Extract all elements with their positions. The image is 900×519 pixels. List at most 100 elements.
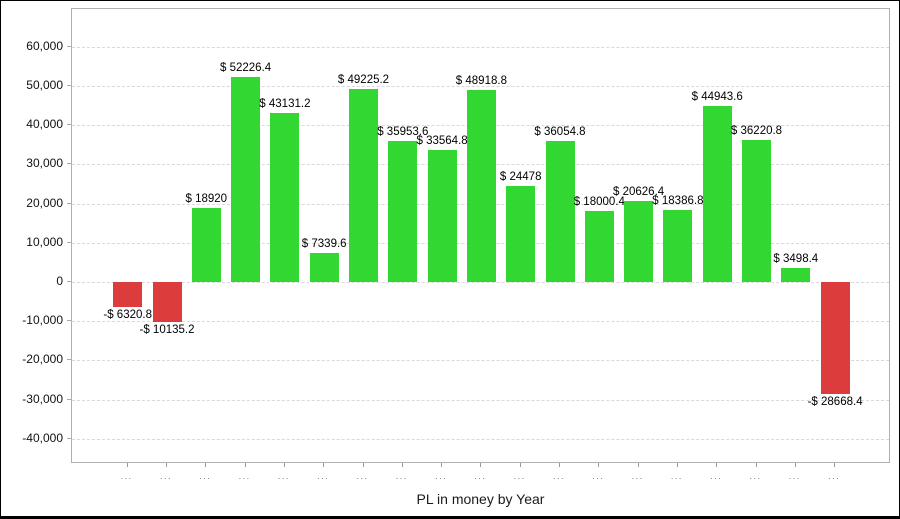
x-axis-tick [323, 463, 325, 467]
x-axis-tick [401, 463, 403, 467]
x-axis-tick [834, 463, 836, 467]
gridline [72, 321, 889, 323]
y-axis-tick [67, 320, 71, 322]
bar-value-label: $ 18386.8 [652, 194, 704, 207]
x-axis-tick [755, 463, 757, 467]
bar-value-label: $ 33564.8 [416, 135, 468, 148]
y-tick-label: 20,000 [26, 195, 63, 210]
bar-value-label: $ 35953.6 [377, 126, 429, 139]
bar-value-label: $ 44943.6 [691, 90, 743, 103]
x-tick-label: ... [199, 471, 212, 481]
bar-value-label: $ 43131.2 [259, 97, 311, 110]
bar-value-label: $ 36220.8 [730, 125, 783, 137]
plot-area: -$ 6320.8 -$ 10135.2 $ 18920 $ 52226.4 $ 431… [71, 8, 890, 463]
x-tick-label: ... [435, 471, 448, 481]
bar-negative [152, 282, 182, 322]
x-axis-tick [244, 463, 246, 467]
y-axis-tick [67, 202, 71, 204]
x-axis-tick [519, 463, 521, 467]
y-tick-label: -30,000 [22, 391, 63, 406]
y-tick-label: -10,000 [22, 313, 63, 328]
bar-positive [742, 140, 771, 282]
gridline [72, 360, 889, 362]
x-tick-label: ... [395, 471, 408, 481]
x-axis-tick [637, 463, 639, 467]
y-axis-tick [67, 398, 71, 400]
x-tick-label: ... [474, 471, 487, 481]
x-axis-tick [362, 463, 364, 467]
bar-positive [584, 211, 614, 282]
chart-title: PL in money by Year [416, 491, 545, 507]
bar-positive [191, 207, 221, 282]
bar-value-label: $ 49225.2 [337, 74, 390, 87]
y-axis-tick [67, 85, 71, 86]
x-axis-tick [794, 463, 796, 467]
y-tick-label: 40,000 [26, 117, 63, 132]
y-tick-label: 0 [56, 274, 63, 288]
y-axis-tick [67, 124, 71, 126]
x-tick-label: ... [277, 471, 290, 481]
x-axis-tick [205, 463, 207, 467]
x-axis-tick [716, 463, 718, 467]
bar-negative [113, 282, 143, 307]
x-tick-label: ... [159, 471, 173, 481]
bar-value-label: $ 7339.6 [301, 238, 347, 251]
y-tick-label: 30,000 [26, 156, 63, 171]
bar-value-label: $ 3498.4 [773, 253, 819, 266]
bar-negative [820, 282, 850, 395]
y-axis-tick [67, 281, 71, 282]
gridline [72, 282, 889, 283]
bar-positive [506, 186, 536, 282]
bar-positive [466, 90, 496, 282]
bar-value-label: -$ 28668.4 [807, 396, 863, 409]
gridline [72, 399, 889, 401]
x-axis-tick [283, 463, 285, 467]
bar-value-label: $ 36054.8 [534, 125, 586, 138]
bar-positive [349, 89, 378, 282]
y-tick-label: 50,000 [26, 78, 63, 92]
x-axis-tick [598, 463, 600, 467]
y-tick-label: 60,000 [26, 38, 63, 53]
y-tick-label: 10,000 [26, 234, 63, 249]
gridline [72, 46, 889, 48]
bar-positive [663, 209, 693, 282]
bar-positive [427, 150, 457, 282]
x-tick-label: ... [238, 471, 251, 481]
x-tick-label: ... [592, 471, 605, 481]
bar-value-label: $ 48918.8 [455, 75, 507, 88]
bar-value-label: $ 52226.4 [220, 62, 272, 75]
y-tick-label: -40,000 [22, 430, 63, 445]
bar-positive [545, 140, 575, 282]
y-axis-tick [67, 437, 71, 439]
x-tick-label: ... [828, 471, 841, 481]
y-tick-label: -20,000 [22, 352, 63, 367]
y-axis-tick [67, 241, 71, 243]
gridline [72, 438, 889, 440]
x-tick-label: ... [670, 471, 683, 481]
x-tick-label: ... [788, 471, 801, 481]
x-tick-label: ... [552, 471, 566, 481]
bar-positive [702, 105, 732, 282]
x-tick-label: ... [631, 471, 644, 481]
bar-positive [388, 141, 418, 282]
bar-value-label: $ 20626.4 [613, 186, 665, 199]
x-tick-label: ... [120, 471, 133, 481]
bar-value-label: $ 24478 [499, 171, 542, 184]
bar-value-label: -$ 10135.2 [139, 323, 195, 336]
y-axis-tick [67, 45, 71, 47]
bar-value-label: -$ 6320.8 [103, 308, 152, 321]
x-axis-tick [166, 463, 167, 467]
y-axis-tick [67, 163, 71, 165]
y-axis-tick [67, 359, 71, 361]
x-axis-tick [480, 463, 482, 467]
x-axis-tick [126, 463, 128, 467]
x-tick-label: ... [317, 471, 330, 481]
bar-value-label: $ 18000.4 [573, 196, 625, 209]
x-tick-label: ... [356, 471, 369, 481]
bar-positive [781, 268, 811, 282]
gridline [72, 86, 889, 87]
bar-positive [270, 112, 300, 282]
bar-value-label: $ 18920 [185, 192, 228, 205]
x-tick-label: ... [749, 471, 762, 481]
bar-positive [309, 253, 339, 282]
